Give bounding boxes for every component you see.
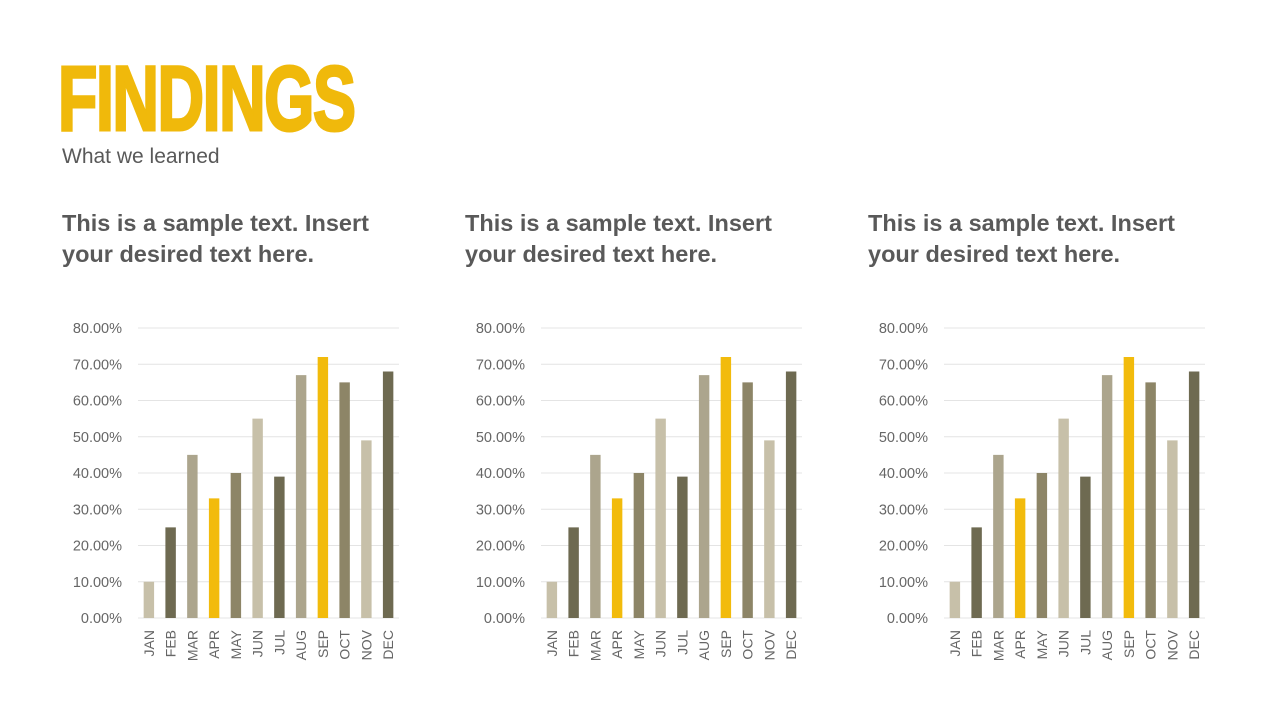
svg-text:10.00%: 10.00% xyxy=(879,575,928,591)
svg-text:50.00%: 50.00% xyxy=(879,430,928,446)
svg-text:40.00%: 40.00% xyxy=(476,466,525,482)
svg-text:DEC: DEC xyxy=(380,630,396,660)
svg-text:JUN: JUN xyxy=(1056,630,1072,657)
svg-text:JAN: JAN xyxy=(141,630,157,656)
svg-text:80.00%: 80.00% xyxy=(73,321,122,337)
svg-text:MAR: MAR xyxy=(990,630,1006,661)
svg-text:APR: APR xyxy=(1012,630,1028,659)
svg-text:40.00%: 40.00% xyxy=(73,466,122,482)
svg-text:DEC: DEC xyxy=(1186,630,1202,660)
svg-text:OCT: OCT xyxy=(740,630,756,660)
svg-text:OCT: OCT xyxy=(1143,630,1159,660)
svg-text:MAR: MAR xyxy=(184,630,200,661)
svg-text:0.00%: 0.00% xyxy=(887,611,928,627)
svg-text:SEP: SEP xyxy=(1121,630,1137,658)
svg-text:50.00%: 50.00% xyxy=(73,430,122,446)
svg-text:0.00%: 0.00% xyxy=(81,611,122,627)
svg-text:JAN: JAN xyxy=(544,630,560,656)
svg-text:APR: APR xyxy=(609,630,625,659)
svg-text:30.00%: 30.00% xyxy=(476,502,525,518)
svg-text:MAY: MAY xyxy=(1034,629,1050,659)
svg-text:JUL: JUL xyxy=(674,630,690,655)
svg-text:30.00%: 30.00% xyxy=(879,502,928,518)
svg-text:10.00%: 10.00% xyxy=(73,575,122,591)
svg-text:SEP: SEP xyxy=(718,630,734,658)
svg-text:20.00%: 20.00% xyxy=(73,539,122,555)
svg-text:70.00%: 70.00% xyxy=(476,357,525,373)
svg-text:20.00%: 20.00% xyxy=(476,539,525,555)
svg-text:70.00%: 70.00% xyxy=(73,357,122,373)
svg-text:60.00%: 60.00% xyxy=(879,394,928,410)
svg-text:0.00%: 0.00% xyxy=(484,611,525,627)
svg-text:SEP: SEP xyxy=(315,630,331,658)
svg-text:AUG: AUG xyxy=(1099,630,1115,660)
svg-text:OCT: OCT xyxy=(337,630,353,660)
svg-text:60.00%: 60.00% xyxy=(476,394,525,410)
svg-text:40.00%: 40.00% xyxy=(879,466,928,482)
svg-text:NOV: NOV xyxy=(761,629,777,660)
svg-text:50.00%: 50.00% xyxy=(476,430,525,446)
svg-text:MAY: MAY xyxy=(228,629,244,659)
svg-text:10.00%: 10.00% xyxy=(476,575,525,591)
svg-text:AUG: AUG xyxy=(696,630,712,660)
svg-text:JUN: JUN xyxy=(250,630,266,657)
svg-text:JAN: JAN xyxy=(947,630,963,656)
svg-text:NOV: NOV xyxy=(358,629,374,660)
svg-text:MAY: MAY xyxy=(631,629,647,659)
svg-text:MAR: MAR xyxy=(587,630,603,661)
svg-text:FEB: FEB xyxy=(969,630,985,657)
svg-text:DEC: DEC xyxy=(783,630,799,660)
svg-text:20.00%: 20.00% xyxy=(879,539,928,555)
svg-text:APR: APR xyxy=(206,630,222,659)
svg-text:JUL: JUL xyxy=(1077,630,1093,655)
svg-text:JUL: JUL xyxy=(271,630,287,655)
svg-text:FEB: FEB xyxy=(163,630,179,657)
svg-text:30.00%: 30.00% xyxy=(73,502,122,518)
svg-text:80.00%: 80.00% xyxy=(476,321,525,337)
svg-text:60.00%: 60.00% xyxy=(73,394,122,410)
svg-text:70.00%: 70.00% xyxy=(879,357,928,373)
svg-text:AUG: AUG xyxy=(293,630,309,660)
svg-text:FEB: FEB xyxy=(566,630,582,657)
svg-text:NOV: NOV xyxy=(1164,629,1180,660)
svg-text:80.00%: 80.00% xyxy=(879,321,928,337)
svg-text:JUN: JUN xyxy=(653,630,669,657)
